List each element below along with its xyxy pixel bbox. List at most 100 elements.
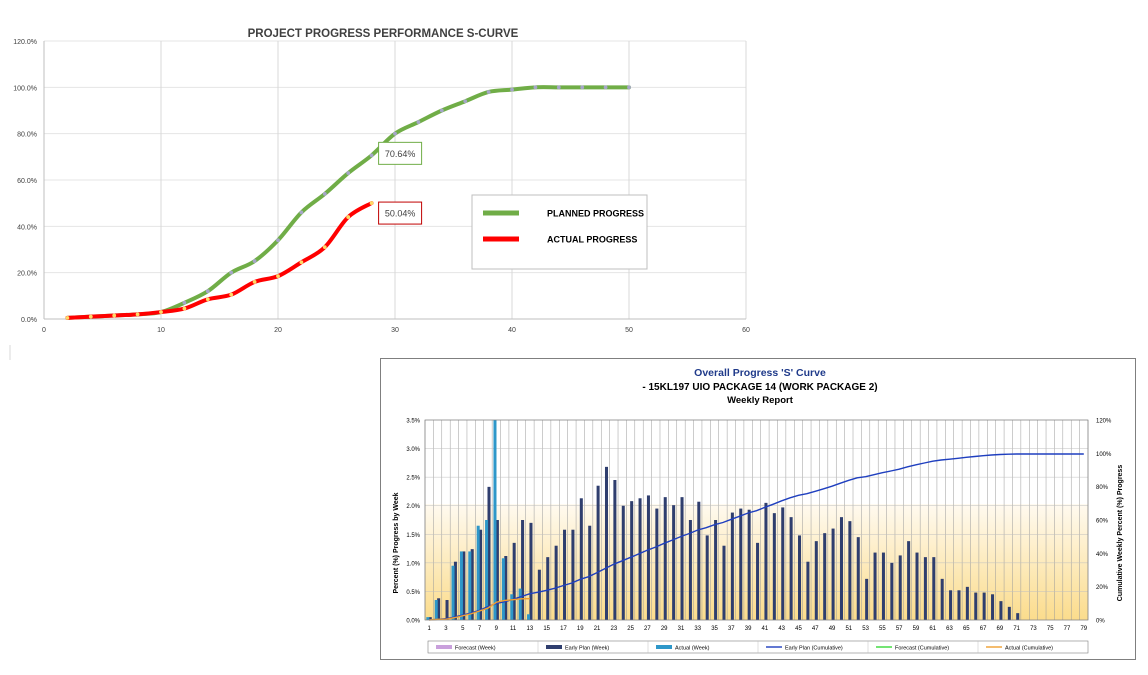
chart2-legend-label: Forecast (Cumulative) bbox=[895, 646, 949, 652]
data-point-planned bbox=[627, 85, 631, 90]
data-point-actual bbox=[322, 245, 327, 250]
chart2-x-tick-label: 49 bbox=[829, 626, 836, 632]
bar-early-plan-week bbox=[965, 586, 969, 620]
data-point-actual bbox=[182, 306, 187, 311]
s-curve-chart-weekly-report: Overall Progress 'S' Curve - 15KL197 UIO… bbox=[380, 358, 1136, 660]
bar-early-plan-week bbox=[949, 590, 953, 620]
bar-early-plan-week bbox=[982, 592, 986, 620]
bar-early-plan-week bbox=[487, 486, 491, 620]
chart2-x-tick-label: 11 bbox=[510, 626, 517, 632]
chart1-x-tick-label: 40 bbox=[508, 327, 516, 334]
legend-planned-label: PLANNED PROGRESS bbox=[547, 209, 644, 219]
bar-early-plan-week bbox=[823, 533, 827, 620]
chart2-y-tick-label: 1.0% bbox=[406, 561, 420, 567]
chart2-y-tick-label: 2.0% bbox=[406, 504, 420, 510]
bar-actual-week bbox=[434, 600, 438, 620]
chart2-x-tick-label: 25 bbox=[627, 626, 634, 632]
bar-early-plan-week bbox=[730, 512, 734, 620]
chart2-y2-tick-label: 120% bbox=[1096, 419, 1112, 425]
chart1-x-tick-label: 20 bbox=[274, 327, 282, 334]
chart2-x-tick-label: 35 bbox=[711, 626, 718, 632]
bar-early-plan-week bbox=[890, 562, 894, 620]
bar-early-plan-week bbox=[999, 601, 1003, 620]
chart1-title: PROJECT PROGRESS PERFORMANCE S-CURVE bbox=[248, 28, 519, 40]
bar-early-plan-week bbox=[974, 592, 978, 620]
bar-early-plan-week bbox=[806, 561, 810, 620]
data-point-planned bbox=[463, 99, 468, 104]
chart2-x-tick-label: 73 bbox=[1030, 626, 1037, 632]
data-point-planned bbox=[322, 192, 327, 196]
bar-early-plan-week bbox=[932, 557, 936, 620]
bar-early-plan-week bbox=[881, 552, 885, 620]
chart2-x-tick-label: 59 bbox=[913, 626, 920, 632]
chart2-x-tick-label: 41 bbox=[762, 626, 769, 632]
bar-early-plan-week bbox=[504, 556, 508, 620]
bar-early-plan-week bbox=[814, 541, 818, 620]
data-point-actual bbox=[135, 312, 140, 317]
data-point-actual bbox=[229, 292, 234, 297]
data-point-planned bbox=[276, 238, 280, 243]
chart2-y-tick-label: 1.5% bbox=[406, 533, 420, 539]
data-point-actual bbox=[65, 315, 70, 320]
bar-early-plan-week bbox=[1016, 613, 1020, 620]
bar-early-plan-week bbox=[563, 529, 567, 620]
bar-early-plan-week bbox=[588, 525, 592, 620]
bar-early-plan-week bbox=[722, 545, 726, 620]
bar-early-plan-week bbox=[663, 497, 667, 620]
bar-early-plan-week bbox=[495, 520, 499, 620]
bar-early-plan-week bbox=[646, 495, 650, 620]
chart2-x-tick-label: 9 bbox=[495, 626, 499, 632]
chart1-x-tick-label: 60 bbox=[742, 327, 750, 334]
bar-early-plan-week bbox=[613, 480, 617, 620]
chart2-x-tick-label: 61 bbox=[929, 626, 936, 632]
bar-actual-week bbox=[485, 520, 489, 620]
bar-early-plan-week bbox=[991, 594, 995, 620]
chart2-x-tick-label: 71 bbox=[1013, 626, 1020, 632]
chart1-y-tick-label: 0.0% bbox=[21, 317, 37, 324]
bar-early-plan-week bbox=[957, 590, 961, 620]
line-actual-cumulative bbox=[429, 597, 530, 621]
chart2-legend-label: Forecast (Week) bbox=[455, 646, 496, 652]
bar-early-plan-week bbox=[655, 508, 659, 620]
chart2-legend-label: Early Plan (Week) bbox=[565, 646, 609, 652]
data-point-actual bbox=[112, 313, 117, 318]
s-curve-chart-project-progress: PROJECT PROGRESS PERFORMANCE S-CURVE 0.0… bbox=[0, 0, 760, 360]
chart2-x-tick-label: 23 bbox=[610, 626, 617, 632]
data-point-planned bbox=[299, 210, 304, 215]
chart2-y-tick-label: 3.0% bbox=[406, 447, 420, 453]
data-point-actual bbox=[252, 280, 257, 284]
bar-early-plan-week bbox=[898, 555, 902, 620]
chart2-x-tick-label: 45 bbox=[795, 626, 802, 632]
bar-actual-week bbox=[510, 594, 514, 620]
chart2-x-tick-label: 3 bbox=[444, 626, 448, 632]
series-line-actual bbox=[65, 201, 374, 320]
bar-early-plan-week bbox=[521, 520, 525, 620]
chart2-x-tick-label: 13 bbox=[527, 626, 534, 632]
chart2-x-tick-label: 27 bbox=[644, 626, 651, 632]
chart1-x-tick-label: 30 bbox=[391, 327, 399, 334]
data-point-planned bbox=[486, 90, 491, 94]
chart2-x-tick-label: 19 bbox=[577, 626, 584, 632]
bar-actual-week bbox=[459, 551, 463, 620]
chart1-x-tick-label: 0 bbox=[42, 327, 46, 334]
bar-early-plan-week bbox=[428, 617, 432, 620]
chart2-x-tick-label: 77 bbox=[1064, 626, 1071, 632]
chart2-y2-tick-label: 20% bbox=[1096, 585, 1109, 591]
bar-early-plan-week bbox=[756, 542, 760, 620]
bar-early-plan-week bbox=[579, 498, 583, 620]
bar-early-plan-week bbox=[596, 485, 600, 620]
bar-early-plan-week bbox=[848, 521, 852, 620]
data-point-actual bbox=[88, 314, 93, 319]
chart2-x-tick-label: 1 bbox=[428, 626, 432, 632]
chart2-x-tick-label: 63 bbox=[946, 626, 953, 632]
data-point-actual bbox=[369, 201, 374, 205]
data-point-planned bbox=[346, 171, 351, 175]
bar-early-plan-week bbox=[940, 578, 944, 620]
chart2-x-tick-label: 65 bbox=[963, 626, 970, 632]
chart2-x-tick-label: 67 bbox=[980, 626, 987, 632]
data-point-planned bbox=[439, 108, 444, 113]
data-point-planned bbox=[533, 85, 538, 90]
bar-early-plan-week bbox=[546, 557, 550, 620]
chart2-x-tick-label: 7 bbox=[478, 626, 482, 632]
line-early-plan-cumulative bbox=[429, 453, 1084, 621]
